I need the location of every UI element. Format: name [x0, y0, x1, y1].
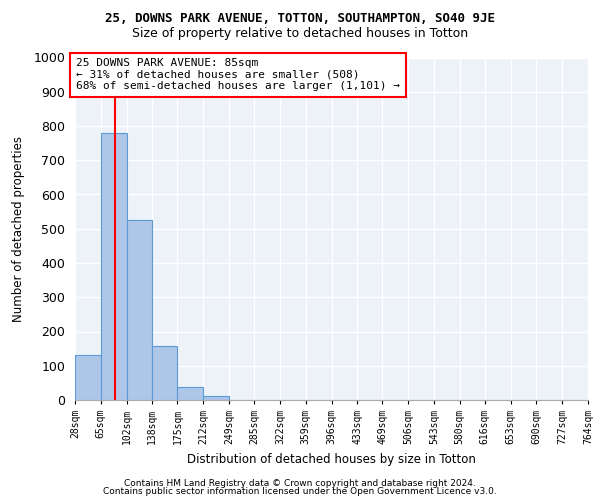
Bar: [203, 396, 229, 400]
Text: 25 DOWNS PARK AVENUE: 85sqm
← 31% of detached houses are smaller (508)
68% of se: 25 DOWNS PARK AVENUE: 85sqm ← 31% of det…: [76, 58, 400, 92]
Bar: [101, 133, 127, 400]
Text: 25, DOWNS PARK AVENUE, TOTTON, SOUTHAMPTON, SO40 9JE: 25, DOWNS PARK AVENUE, TOTTON, SOUTHAMPT…: [105, 12, 495, 26]
X-axis label: Distribution of detached houses by size in Totton: Distribution of detached houses by size …: [187, 452, 476, 466]
Y-axis label: Number of detached properties: Number of detached properties: [12, 136, 25, 322]
Bar: [152, 346, 178, 400]
Text: Contains HM Land Registry data © Crown copyright and database right 2024.: Contains HM Land Registry data © Crown c…: [124, 478, 476, 488]
Bar: [75, 356, 101, 400]
Text: Contains public sector information licensed under the Open Government Licence v3: Contains public sector information licen…: [103, 487, 497, 496]
Bar: [178, 388, 203, 400]
Bar: [127, 220, 152, 400]
Text: Size of property relative to detached houses in Totton: Size of property relative to detached ho…: [132, 28, 468, 40]
